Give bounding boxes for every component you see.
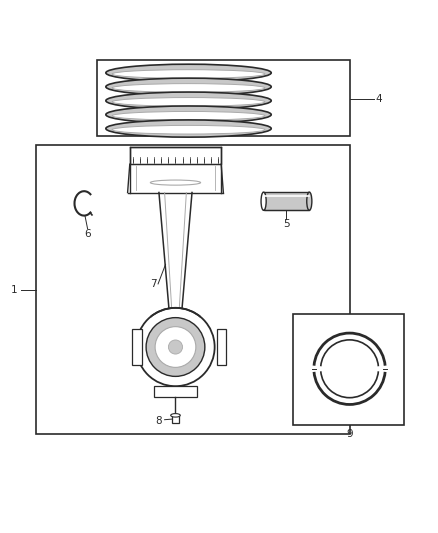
Bar <box>36 144 350 434</box>
Circle shape <box>169 340 183 354</box>
Bar <box>154 386 197 397</box>
Bar <box>130 147 221 164</box>
Ellipse shape <box>112 111 265 120</box>
Bar <box>293 314 404 425</box>
Text: 9: 9 <box>346 429 353 439</box>
Bar <box>172 415 180 423</box>
Polygon shape <box>154 314 197 343</box>
Ellipse shape <box>106 78 271 95</box>
Ellipse shape <box>106 64 271 82</box>
Ellipse shape <box>112 70 265 78</box>
Ellipse shape <box>112 84 265 92</box>
Bar <box>97 60 350 136</box>
Ellipse shape <box>171 414 180 417</box>
Circle shape <box>136 308 215 386</box>
Ellipse shape <box>106 106 271 123</box>
Bar <box>264 192 309 211</box>
Circle shape <box>155 327 196 367</box>
Bar <box>132 329 141 365</box>
Text: 7: 7 <box>150 279 157 289</box>
Ellipse shape <box>112 125 265 134</box>
Ellipse shape <box>106 120 271 137</box>
Text: 1: 1 <box>11 286 18 295</box>
Ellipse shape <box>261 192 266 211</box>
Text: 6: 6 <box>84 229 91 239</box>
Ellipse shape <box>112 98 265 106</box>
Text: 5: 5 <box>283 219 290 229</box>
Text: 8: 8 <box>155 416 161 426</box>
Ellipse shape <box>307 192 312 211</box>
Text: 4: 4 <box>376 94 382 104</box>
Ellipse shape <box>106 92 271 109</box>
Bar <box>217 329 226 365</box>
Circle shape <box>146 318 205 376</box>
